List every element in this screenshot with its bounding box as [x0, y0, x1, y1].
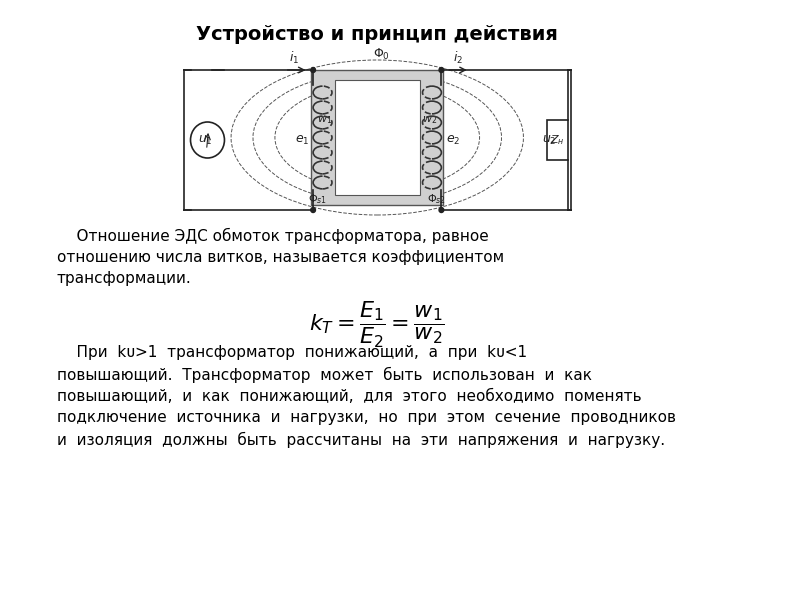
Bar [547, 120, 568, 160]
Text: $\Phi_0$: $\Phi_0$ [374, 47, 390, 62]
Circle shape [310, 208, 315, 212]
Text: При  kᴜ>1  трансформатор  понижающий,  а  при  kᴜ<1
повышающий.  Трансформатор  : При kᴜ>1 трансформатор понижающий, а при… [57, 345, 675, 448]
Text: $i_1$: $i_1$ [289, 50, 299, 66]
Circle shape [310, 67, 315, 73]
Text: $k_T = \dfrac{E_1}{E_2} = \dfrac{w_1}{w_2}$: $k_T = \dfrac{E_1}{E_2} = \dfrac{w_1}{w_… [310, 300, 445, 350]
Polygon shape [335, 80, 420, 195]
Text: $e_1$: $e_1$ [294, 133, 309, 146]
Text: $u_1$: $u_1$ [198, 133, 213, 146]
Circle shape [439, 67, 444, 73]
Text: $\Phi_{s2}$: $\Phi_{s2}$ [427, 192, 446, 206]
Text: $Z_н$: $Z_н$ [550, 133, 565, 147]
Text: $i_2$: $i_2$ [454, 50, 463, 66]
Circle shape [439, 208, 444, 212]
Text: $w_1$: $w_1$ [317, 114, 332, 126]
Text: Устройство и принцип действия: Устройство и принцип действия [196, 25, 558, 44]
Text: $w_2$: $w_2$ [422, 114, 438, 126]
Text: $u_2$: $u_2$ [542, 133, 557, 146]
Text: $e_2$: $e_2$ [446, 133, 460, 146]
Polygon shape [311, 70, 443, 205]
Text: Отношение ЭДС обмоток трансформатора, равное
отношению числа витков, называется : Отношение ЭДС обмоток трансформатора, ра… [57, 228, 504, 286]
Text: $\Phi_{s1}$: $\Phi_{s1}$ [308, 192, 327, 206]
